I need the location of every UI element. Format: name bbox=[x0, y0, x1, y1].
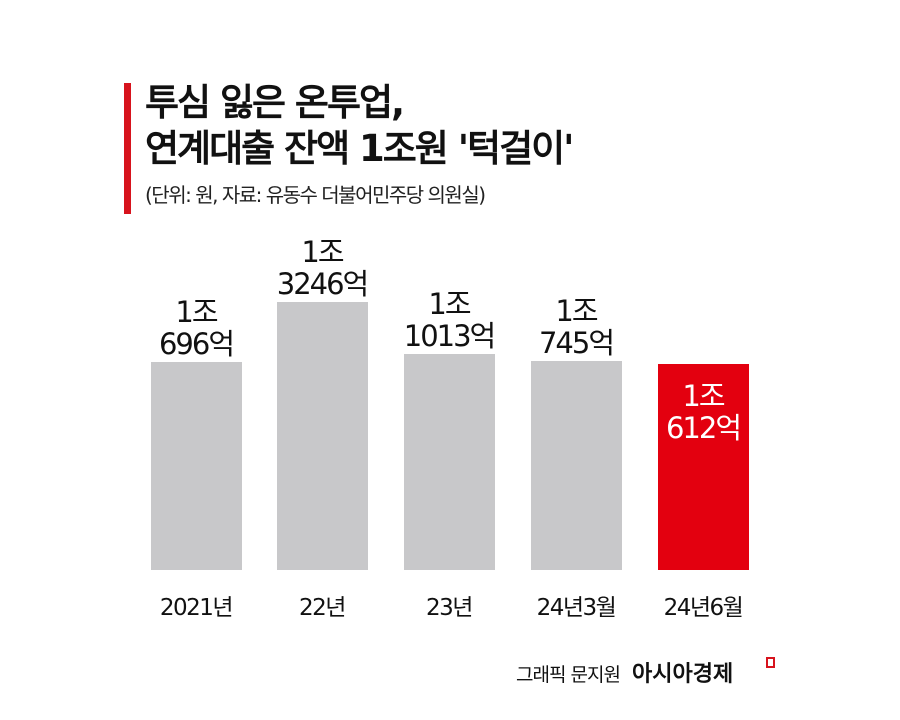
bar-2021 bbox=[151, 362, 242, 570]
value-line-2: 745억 bbox=[538, 326, 615, 360]
chart-title: 투심 잃은 온투업, 연계대출 잔액 1조원 '턱걸이' bbox=[145, 80, 574, 172]
value-line-1: 1조 bbox=[682, 379, 725, 413]
bar-2024-06-highlighted bbox=[658, 364, 749, 570]
category-label: 23년 bbox=[426, 595, 473, 621]
bar-value-label: 1조 745억 bbox=[506, 295, 646, 359]
title-line-1: 투심 잃은 온투업, bbox=[145, 81, 405, 124]
bar-2022 bbox=[277, 302, 368, 570]
title-accent-bar bbox=[124, 83, 131, 214]
value-line-1: 1조 bbox=[555, 294, 598, 328]
category-label: 2021년 bbox=[159, 595, 234, 621]
value-line-1: 1조 bbox=[428, 287, 471, 321]
value-line-1: 1조 bbox=[175, 295, 218, 329]
category-label: 24년6월 bbox=[663, 595, 744, 621]
bar-2023 bbox=[404, 354, 495, 570]
graphic-credit: 그래픽 문지원 bbox=[516, 664, 621, 686]
category-label: 22년 bbox=[299, 595, 346, 621]
bar-value-label: 1조 696억 bbox=[126, 296, 266, 360]
value-line-1: 1조 bbox=[301, 235, 344, 269]
brand-logo-icon bbox=[766, 657, 775, 668]
category-label: 24년3월 bbox=[536, 595, 617, 621]
value-line-2: 1013억 bbox=[403, 319, 496, 353]
value-line-2: 612억 bbox=[665, 411, 742, 445]
bar-value-label: 1조 3246억 bbox=[252, 236, 392, 300]
value-line-2: 696억 bbox=[158, 327, 235, 361]
chart-subtitle: (단위: 원, 자료: 유동수 더불어민주당 의원실) bbox=[145, 183, 486, 207]
bar-value-label: 1조 612억 bbox=[633, 380, 773, 444]
bar-2024-03 bbox=[531, 361, 622, 570]
bar-value-label: 1조 1013억 bbox=[379, 288, 519, 352]
brand-logo-text: 아시아경제 bbox=[632, 662, 734, 687]
value-line-2: 3246억 bbox=[276, 267, 369, 301]
title-line-2: 연계대출 잔액 1조원 '턱걸이' bbox=[145, 127, 574, 170]
